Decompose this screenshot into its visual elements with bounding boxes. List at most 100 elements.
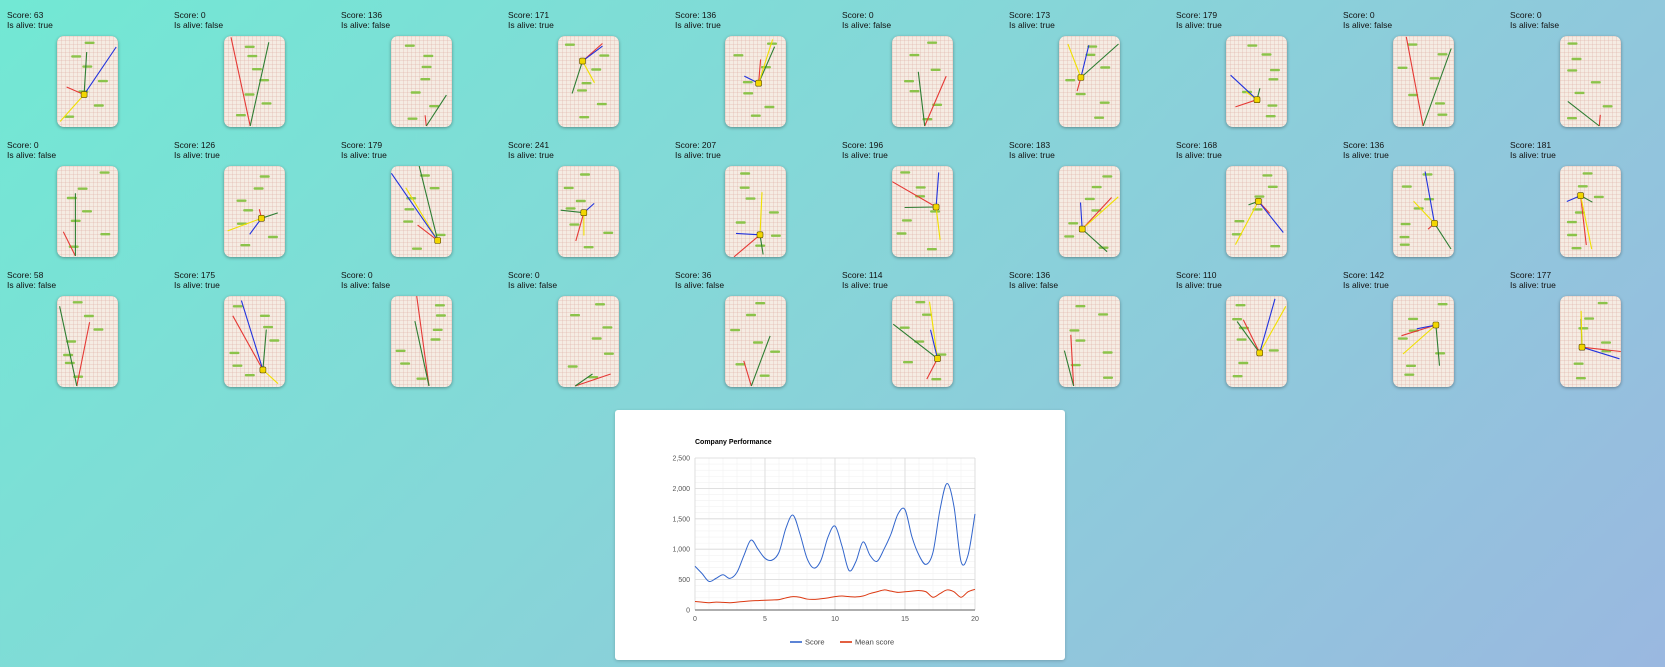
platform	[1406, 364, 1416, 367]
platform	[77, 187, 88, 190]
alive-label: Is alive: false	[842, 20, 892, 30]
platform	[603, 352, 614, 355]
platform	[99, 171, 110, 174]
score-label: Score: 0	[1343, 10, 1375, 20]
score-label: Score: 126	[174, 140, 216, 150]
sensor-ray	[1259, 298, 1276, 354]
sensor-ray	[758, 46, 776, 84]
sensor-ray	[1063, 350, 1075, 387]
platform	[567, 365, 578, 368]
sensor-ray	[59, 306, 78, 387]
platform	[755, 244, 766, 247]
platform	[591, 68, 602, 71]
legend-item: Mean score	[840, 638, 894, 647]
game-board	[224, 296, 285, 387]
platform	[1602, 105, 1613, 108]
sensor-ray	[262, 329, 267, 370]
platform	[1075, 305, 1086, 308]
game-cell: Score: 0 Is alive: false	[334, 260, 501, 390]
alive-label: Is alive: false	[675, 280, 725, 290]
platform	[244, 45, 255, 48]
platform	[733, 54, 744, 57]
alive-label: Is alive: true	[174, 150, 220, 160]
game-board	[1226, 296, 1287, 387]
platform	[896, 232, 907, 235]
game-board	[1059, 296, 1120, 387]
y-tick-label: 500	[678, 577, 690, 584]
platform	[922, 313, 932, 316]
platform	[563, 186, 574, 190]
sensor-ray	[917, 71, 926, 127]
platform	[1584, 317, 1595, 320]
sensor-ray	[743, 360, 752, 387]
platform	[64, 361, 75, 365]
platform	[1084, 197, 1095, 201]
y-tick-label: 0	[686, 608, 690, 615]
doodle-player-icon	[80, 91, 88, 98]
platform	[1399, 235, 1410, 239]
game-cell: Score: 110 Is alive: true	[1169, 260, 1336, 390]
score-label: Score: 0	[508, 270, 540, 280]
platform	[232, 364, 243, 367]
platform	[755, 302, 766, 305]
alive-label: Is alive: true	[341, 150, 387, 160]
platform	[1268, 349, 1279, 352]
sensor-ray	[935, 206, 941, 241]
game-cell: Score: 177 Is alive: true	[1503, 260, 1665, 390]
platform	[739, 186, 750, 189]
sensor-ray	[1234, 201, 1259, 245]
game-stats: Score: 0 Is alive: false	[174, 10, 223, 30]
y-tick-label: 2,000	[672, 486, 690, 493]
platform	[1267, 104, 1278, 107]
platform	[1270, 245, 1281, 248]
score-label: Score: 0	[7, 140, 39, 150]
platform	[1269, 68, 1280, 72]
sensor-ray	[227, 217, 262, 232]
platform	[730, 328, 741, 332]
platform	[595, 303, 605, 306]
doodle-player-icon	[1256, 349, 1264, 357]
sensor-ray	[1230, 74, 1258, 101]
game-cell: Score: 0 Is alive: false	[167, 0, 334, 130]
game-stats: Score: 136 Is alive: true	[675, 10, 721, 30]
score-label: Score: 241	[508, 140, 550, 150]
game-board	[57, 166, 118, 257]
platform	[421, 65, 432, 69]
platform	[243, 209, 254, 212]
sensor-ray	[1413, 200, 1435, 224]
game-cell: Score: 0 Is alive: false	[501, 260, 668, 390]
platform	[575, 199, 586, 203]
platform	[1087, 45, 1098, 48]
platform	[1400, 222, 1411, 226]
platform	[1437, 113, 1448, 116]
game-cell: Score: 175 Is alive: true	[167, 260, 334, 390]
game-cell: Score: 0 Is alive: false	[835, 0, 1002, 130]
alive-label: Is alive: true	[1176, 150, 1222, 160]
sensor-ray	[83, 46, 117, 95]
platform	[564, 43, 575, 46]
platform	[1435, 102, 1445, 105]
platform	[82, 210, 92, 213]
sensor-ray	[59, 94, 85, 122]
platform	[743, 92, 754, 95]
platform	[899, 326, 910, 329]
sensor-ray	[1242, 319, 1261, 354]
sensor-ray	[924, 75, 947, 127]
sensor-ray	[750, 335, 771, 387]
legend-label: Score	[805, 638, 825, 647]
score-label: Score: 136	[341, 10, 383, 20]
game-stats: Score: 175 Is alive: true	[174, 270, 220, 290]
score-label: Score: 58	[7, 270, 44, 280]
x-tick-label: 10	[831, 616, 839, 623]
score-label: Score: 171	[508, 10, 550, 20]
platform	[1399, 243, 1410, 246]
game-board	[1560, 296, 1621, 387]
score-label: Score: 179	[341, 140, 383, 150]
platform	[1422, 173, 1433, 176]
doodle-player-icon	[1431, 220, 1438, 227]
game-stats: Score: 207 Is alive: true	[675, 140, 721, 160]
game-stats: Score: 173 Is alive: true	[1009, 10, 1055, 30]
y-tick-label: 2,500	[672, 456, 690, 463]
platform	[429, 187, 440, 190]
alive-label: Is alive: true	[675, 150, 721, 160]
